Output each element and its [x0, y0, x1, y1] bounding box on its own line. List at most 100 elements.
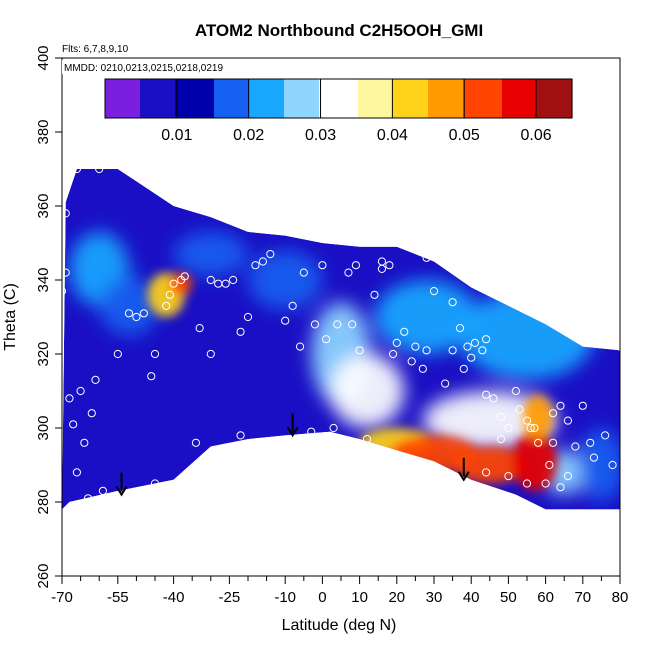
colorbar-cell [392, 79, 398, 118]
dates-note: MMDD: 0210,0213,0215,0218,0219 [64, 63, 223, 74]
dates-note-background [62, 60, 266, 74]
colorbar-cell [568, 79, 573, 118]
x-tick-label: 40 [463, 589, 480, 606]
colorbar-cell [108, 79, 114, 118]
colorbar-cell [276, 79, 281, 118]
x-tick-label: -70 [51, 589, 73, 606]
flight-arrow-3 [457, 457, 470, 482]
sample-point [351, 261, 360, 270]
colorbar-cell [560, 79, 565, 118]
field-feature-3 [99, 276, 159, 336]
sample-point [601, 431, 610, 440]
colorbar-cell [178, 79, 184, 118]
y-tick-label: 400 [35, 45, 52, 70]
colorbar-cell [151, 79, 157, 118]
colorbar-cell [431, 79, 437, 118]
sample-point [504, 423, 513, 433]
sample-point [463, 342, 472, 351]
colorbar-tick-label: 0.06 [521, 127, 552, 144]
sample-point [288, 301, 297, 310]
colorbar-cell [494, 79, 499, 118]
sample-point [455, 324, 465, 333]
sample-point [541, 479, 550, 488]
y-tick-label: 340 [35, 267, 52, 292]
sample-point [448, 298, 457, 307]
colorbar-cell [404, 79, 410, 118]
sample-point [221, 279, 230, 288]
colorbar-cell [544, 79, 550, 118]
colorbar-cell [190, 79, 196, 118]
y-tick-label: 360 [35, 193, 52, 218]
colorbar-cell [334, 79, 340, 118]
flight-arrow-2 [286, 413, 299, 438]
colorbar-cell [116, 79, 122, 118]
colorbar-cell [147, 79, 153, 118]
colorbar-cell [455, 79, 460, 118]
colorbar-cell [377, 79, 382, 118]
colorbar-cell [136, 79, 141, 118]
colorbar-tick-label: 0.01 [161, 127, 192, 144]
x-tick-label: 60 [537, 589, 554, 606]
colorbar-cell [357, 79, 363, 118]
sample-point [206, 275, 215, 285]
sample-point [548, 438, 558, 447]
colorbar-tick-label: 0.04 [377, 127, 408, 144]
colorbar-cell [396, 79, 402, 118]
x-tick-label: 0 [318, 589, 326, 606]
colorbar-cell [416, 79, 421, 118]
colorbar-cell [373, 79, 379, 118]
colorbar-cell [424, 79, 429, 118]
sample-point [113, 349, 122, 359]
sample-point [481, 468, 491, 477]
colorbar-cell [128, 79, 133, 118]
sample-point [229, 275, 238, 285]
colorbar-cell [536, 79, 542, 118]
colorbar-cell [213, 79, 219, 118]
colorbar-cell [540, 79, 546, 118]
colorbar-cell [140, 79, 145, 118]
colorbar-cell [155, 79, 161, 118]
x-tick-label: 10 [351, 589, 368, 606]
sample-point [522, 416, 532, 425]
sample-point [422, 253, 431, 262]
sample-point [556, 483, 565, 492]
colorbar-cell [307, 79, 312, 118]
colorbar-cell [466, 79, 472, 118]
colorbar-cell [319, 79, 324, 118]
sample-point [586, 438, 595, 447]
colorbar-tick-label: 0.02 [233, 127, 264, 144]
colorbar-cell [217, 79, 223, 118]
colorbar-cell [346, 79, 351, 118]
sample-point [407, 357, 416, 366]
colorbar-cell [420, 79, 425, 118]
sample-point [307, 427, 316, 436]
sample-point [400, 327, 409, 336]
field-feature-9 [460, 291, 594, 380]
sample-point [87, 409, 96, 418]
x-tick-label: 70 [574, 589, 591, 606]
y-tick-label: 280 [35, 489, 52, 514]
colorbar-cell [521, 79, 526, 118]
colorbar-cell [303, 79, 308, 118]
colorbar-cell [439, 79, 445, 118]
colorbar-cell [252, 79, 258, 118]
colorbar-cell [556, 79, 561, 118]
sample-point [534, 438, 543, 447]
sample-point [348, 320, 357, 329]
x-tick-label: 50 [500, 589, 517, 606]
colorbar-cell [112, 79, 118, 118]
y-axis: 260 280 300 320 340 360 380 400 [35, 45, 62, 589]
sample-point [72, 164, 81, 174]
sample-point [470, 338, 480, 347]
colorbar-cell [428, 79, 433, 118]
sample-point [180, 272, 189, 281]
sample-point [496, 412, 506, 421]
colorbar-cell [167, 79, 172, 118]
colorbar-cell [354, 79, 359, 118]
sample-point [526, 423, 535, 433]
y-tick-label: 380 [35, 119, 52, 144]
flight-arrows [115, 413, 470, 497]
colorbar-cell [478, 79, 484, 118]
colorbar-cell [248, 79, 254, 118]
